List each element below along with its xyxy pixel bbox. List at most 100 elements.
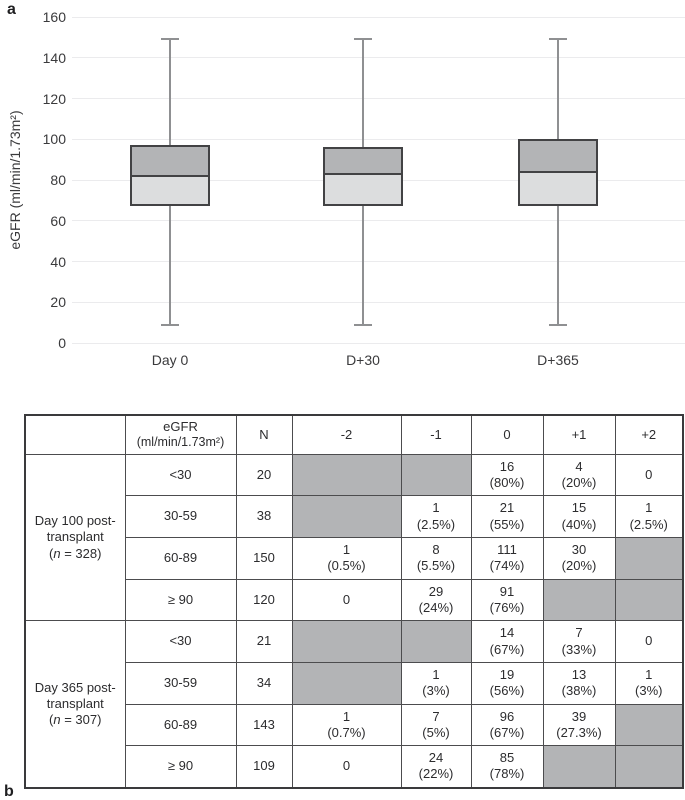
whisker-cap-bottom — [354, 323, 372, 326]
shift-value: 1 — [432, 667, 440, 683]
y-tick-label: 20 — [50, 294, 66, 311]
group-label-line: Day 100 post- — [34, 513, 116, 528]
shift-value-cell: 0 — [614, 620, 684, 663]
gridline — [72, 16, 685, 18]
whisker-cap-top — [354, 38, 372, 41]
group-n-line: (n = 328) — [49, 545, 102, 561]
shift-value-cell: 0 — [291, 745, 402, 788]
table-row: 60-89 150 1 (0.5%) 8 (5.5%) 111 (74%) 30 (20%) — [25, 536, 684, 580]
shift-value-cell: 91 (76%) — [470, 578, 544, 622]
whisker-cap-top — [549, 38, 567, 41]
shift-percent: (56%) — [489, 683, 525, 699]
shift-value: 29 — [428, 583, 444, 599]
gray-cell — [400, 620, 472, 663]
egfr-range-cell: 60-89 — [124, 536, 237, 580]
gray-cell — [614, 745, 684, 788]
shift-percent: (27.3%) — [556, 724, 602, 740]
shift-value: 0 — [645, 466, 653, 482]
panel-a-label: a — [7, 1, 16, 18]
shift-value: 4 — [575, 458, 583, 474]
shift-value-cell: 1 (3%) — [614, 661, 684, 705]
shift-header: +1 — [542, 414, 616, 455]
boxplot-chart: 0 20 40 60 80 100 120 140 160 Day 0 D+30 D+365 — [0, 0, 685, 390]
table-row: 30-59 38 1 (2.5%) 21 (55%) 15 (40%) 1 (2.5%) — [25, 495, 684, 538]
shift-percent: (0.5%) — [327, 558, 366, 574]
whisker-cap-top — [161, 38, 179, 41]
shift-percent: (0.7%) — [327, 724, 366, 740]
egfr-range-cell: 60-89 — [124, 703, 237, 747]
shift-value: 8 — [432, 541, 440, 557]
egfr-unit-line: (ml/min/1.73m²) — [136, 435, 225, 450]
shift-value-cell: 14 (67%) — [470, 620, 544, 663]
group-n-line: (n = 307) — [49, 712, 102, 727]
y-tick-label: 40 — [50, 253, 66, 270]
x-category-label: Day 0 — [151, 352, 189, 368]
shift-header: 0 — [470, 414, 544, 455]
shift-value-cell: 1 (0.5%) — [291, 536, 402, 580]
shift-percent: (20%) — [561, 558, 597, 574]
group-label-line: Day 365 post- — [34, 679, 116, 695]
shift-value-cell: 1 (2.5%) — [400, 495, 472, 538]
shift-value: 30 — [571, 541, 587, 557]
shift-percent: (76%) — [489, 599, 525, 615]
shift-value: 24 — [428, 750, 444, 766]
n-count-cell: 21 — [235, 620, 293, 663]
shift-value: 96 — [499, 708, 515, 724]
group-label-cell: Day 100 post-transplant (n = 328) — [24, 453, 126, 622]
shift-percent: (5.5%) — [416, 558, 456, 574]
shift-value-cell: 1 (3%) — [400, 661, 472, 705]
y-tick-label: 100 — [42, 131, 66, 148]
gray-cell — [542, 578, 616, 622]
shift-percent: (2.5%) — [629, 516, 668, 532]
group-label-line: transplant — [46, 529, 104, 545]
shift-value: 13 — [571, 667, 587, 683]
shift-value: 0 — [645, 633, 653, 649]
shift-value-cell: 16 (80%) — [470, 453, 544, 497]
shift-percent: (20%) — [561, 474, 597, 490]
box-d-30 — [323, 147, 403, 207]
shift-value: 85 — [499, 750, 515, 766]
y-tick-label: 160 — [42, 9, 66, 25]
n-count-cell: 143 — [235, 703, 293, 747]
shift-value: 19 — [499, 667, 515, 683]
gridline — [72, 138, 685, 140]
n-count-cell: 38 — [235, 495, 293, 538]
box-upper-quartile-and-median-line — [520, 141, 596, 173]
shift-percent: (22%) — [418, 766, 454, 782]
shift-value: 7 — [575, 625, 583, 641]
gray-cell — [542, 745, 616, 788]
shift-header: -2 — [291, 414, 402, 455]
shift-value: 16 — [499, 458, 515, 474]
gridline — [72, 57, 685, 59]
shift-percent: (33%) — [561, 641, 597, 657]
shift-percent: (55%) — [489, 516, 525, 532]
panel-b-table: b eGFR (ml/min/1.73m²) N -2 -1 0 +1 +2 Day 100 p… — [0, 390, 685, 800]
panel-a-boxplot: a eGFR (ml/min/1.73m²) 0 20 40 60 80 100 120 14… — [0, 0, 685, 390]
shift-value-cell: 0 — [291, 578, 402, 622]
table-row: ≥ 90 120 0 29 (24%) 91 (76%) — [25, 578, 684, 622]
panel-b-label: b — [4, 783, 14, 800]
shift-percent: (78%) — [489, 766, 525, 782]
shift-percent: (38%) — [561, 683, 597, 699]
shift-percent: (67%) — [489, 724, 525, 740]
shift-percent: (40%) — [561, 516, 597, 532]
n-count-cell: 120 — [235, 578, 293, 622]
box-day-0 — [130, 145, 210, 207]
table-header-row: eGFR (ml/min/1.73m²) N -2 -1 0 +1 +2 — [24, 414, 684, 455]
shift-value-cell: 8 (5.5%) — [400, 536, 472, 580]
egfr-shift-table: eGFR (ml/min/1.73m²) N -2 -1 0 +1 +2 Day 100 pos… — [24, 414, 684, 789]
n-count-cell: 34 — [235, 661, 293, 705]
shift-percent: (80%) — [489, 474, 525, 490]
shift-value-cell: 15 (40%) — [542, 495, 616, 538]
shift-value: 15 — [571, 500, 587, 516]
shift-value: 0 — [342, 758, 351, 774]
gridline — [72, 261, 685, 262]
gridline — [72, 342, 685, 344]
shift-value-cell: 85 (78%) — [470, 745, 544, 788]
box-upper-quartile-and-median-line — [132, 147, 208, 177]
egfr-range-cell: <30 — [124, 453, 237, 497]
shift-header: +2 — [614, 414, 684, 455]
box-d-365 — [518, 139, 598, 207]
shift-value: 39 — [571, 708, 587, 724]
